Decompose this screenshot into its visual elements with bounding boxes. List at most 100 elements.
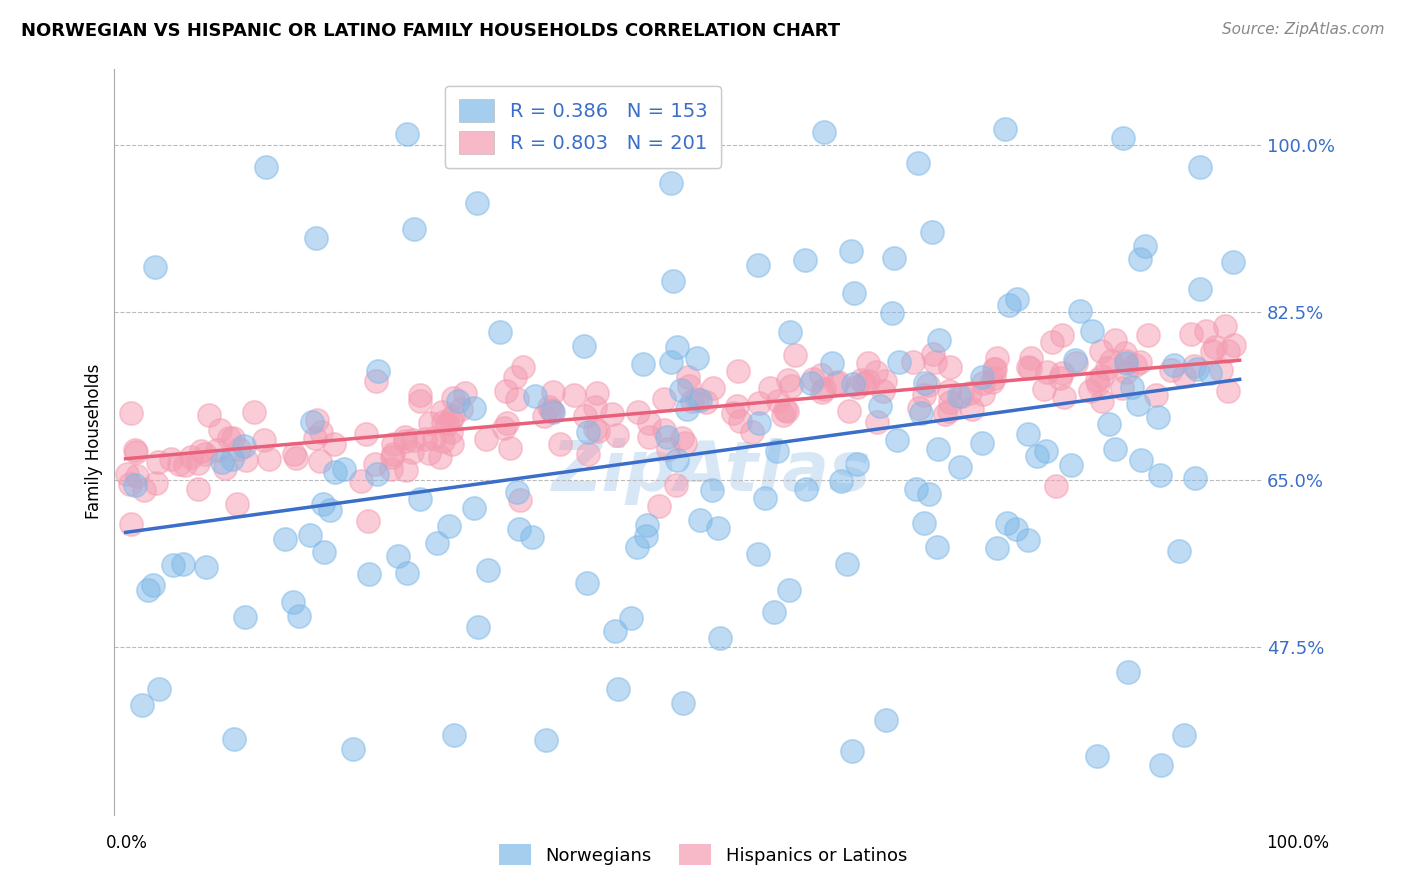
- Point: [1218, 384, 1240, 398]
- Point: [1167, 543, 1189, 558]
- Point: [1095, 361, 1118, 376]
- Point: [187, 456, 209, 470]
- Point: [821, 356, 844, 370]
- Point: [1053, 390, 1076, 404]
- Point: [194, 560, 217, 574]
- Point: [773, 403, 796, 417]
- Point: [540, 404, 562, 418]
- Point: [1204, 340, 1226, 354]
- Point: [794, 483, 817, 497]
- Point: [1173, 728, 1195, 742]
- Point: [463, 500, 485, 515]
- Point: [173, 458, 195, 473]
- Point: [160, 451, 183, 466]
- Point: [364, 374, 387, 388]
- Point: [813, 382, 835, 396]
- Point: [671, 431, 693, 445]
- Point: [523, 389, 546, 403]
- Point: [342, 741, 364, 756]
- Text: NORWEGIAN VS HISPANIC OR LATINO FAMILY HOUSEHOLDS CORRELATION CHART: NORWEGIAN VS HISPANIC OR LATINO FAMILY H…: [21, 22, 841, 40]
- Point: [1163, 358, 1185, 372]
- Point: [986, 541, 1008, 555]
- Point: [364, 457, 387, 471]
- Point: [706, 521, 728, 535]
- Point: [1026, 449, 1049, 463]
- Point: [1064, 352, 1087, 367]
- Point: [970, 436, 993, 450]
- Point: [387, 549, 409, 563]
- Point: [1115, 365, 1137, 379]
- Point: [1017, 359, 1039, 374]
- Point: [142, 578, 165, 592]
- Point: [1099, 354, 1122, 368]
- Point: [1040, 335, 1063, 350]
- Point: [638, 430, 661, 444]
- Point: [1213, 319, 1236, 334]
- Point: [1080, 384, 1102, 398]
- Point: [309, 425, 332, 439]
- Point: [359, 566, 381, 581]
- Point: [131, 698, 153, 712]
- Point: [994, 121, 1017, 136]
- Point: [842, 286, 865, 301]
- Point: [626, 540, 648, 554]
- Point: [548, 437, 571, 451]
- Point: [672, 696, 695, 710]
- Point: [447, 394, 470, 409]
- Point: [1201, 344, 1223, 359]
- Point: [463, 401, 485, 415]
- Point: [695, 394, 717, 409]
- Point: [830, 474, 852, 488]
- Point: [1032, 382, 1054, 396]
- Point: [409, 388, 432, 402]
- Point: [413, 432, 436, 446]
- Point: [305, 231, 328, 245]
- Point: [793, 253, 815, 268]
- Point: [440, 412, 463, 426]
- Point: [576, 425, 599, 439]
- Point: [281, 595, 304, 609]
- Point: [960, 401, 983, 416]
- Point: [402, 433, 425, 447]
- Point: [924, 355, 946, 369]
- Point: [254, 161, 277, 175]
- Point: [1091, 369, 1114, 384]
- Point: [394, 430, 416, 444]
- Point: [986, 351, 1008, 365]
- Point: [801, 372, 824, 386]
- Point: [309, 454, 332, 468]
- Point: [395, 463, 418, 477]
- Point: [659, 176, 682, 190]
- Point: [669, 383, 692, 397]
- Point: [187, 482, 209, 496]
- Point: [1112, 130, 1135, 145]
- Point: [1149, 467, 1171, 482]
- Point: [1018, 360, 1040, 375]
- Point: [939, 360, 962, 375]
- Point: [576, 576, 599, 591]
- Point: [665, 478, 688, 492]
- Point: [631, 358, 654, 372]
- Point: [127, 468, 149, 483]
- Point: [1185, 362, 1208, 376]
- Text: 100.0%: 100.0%: [1265, 834, 1329, 852]
- Point: [537, 401, 560, 415]
- Text: 0.0%: 0.0%: [105, 834, 148, 852]
- Point: [1087, 376, 1109, 391]
- Point: [607, 682, 630, 697]
- Point: [429, 450, 451, 465]
- Point: [606, 428, 628, 442]
- Point: [395, 128, 418, 142]
- Point: [146, 455, 169, 469]
- Point: [875, 714, 897, 728]
- Point: [886, 433, 908, 447]
- Point: [222, 731, 245, 746]
- Point: [145, 260, 167, 274]
- Legend: Norwegians, Hispanics or Latinos: Norwegians, Hispanics or Latinos: [489, 835, 917, 874]
- Point: [222, 431, 245, 445]
- Point: [138, 582, 160, 597]
- Point: [883, 251, 905, 265]
- Point: [983, 371, 1005, 385]
- Point: [678, 378, 700, 392]
- Point: [162, 558, 184, 572]
